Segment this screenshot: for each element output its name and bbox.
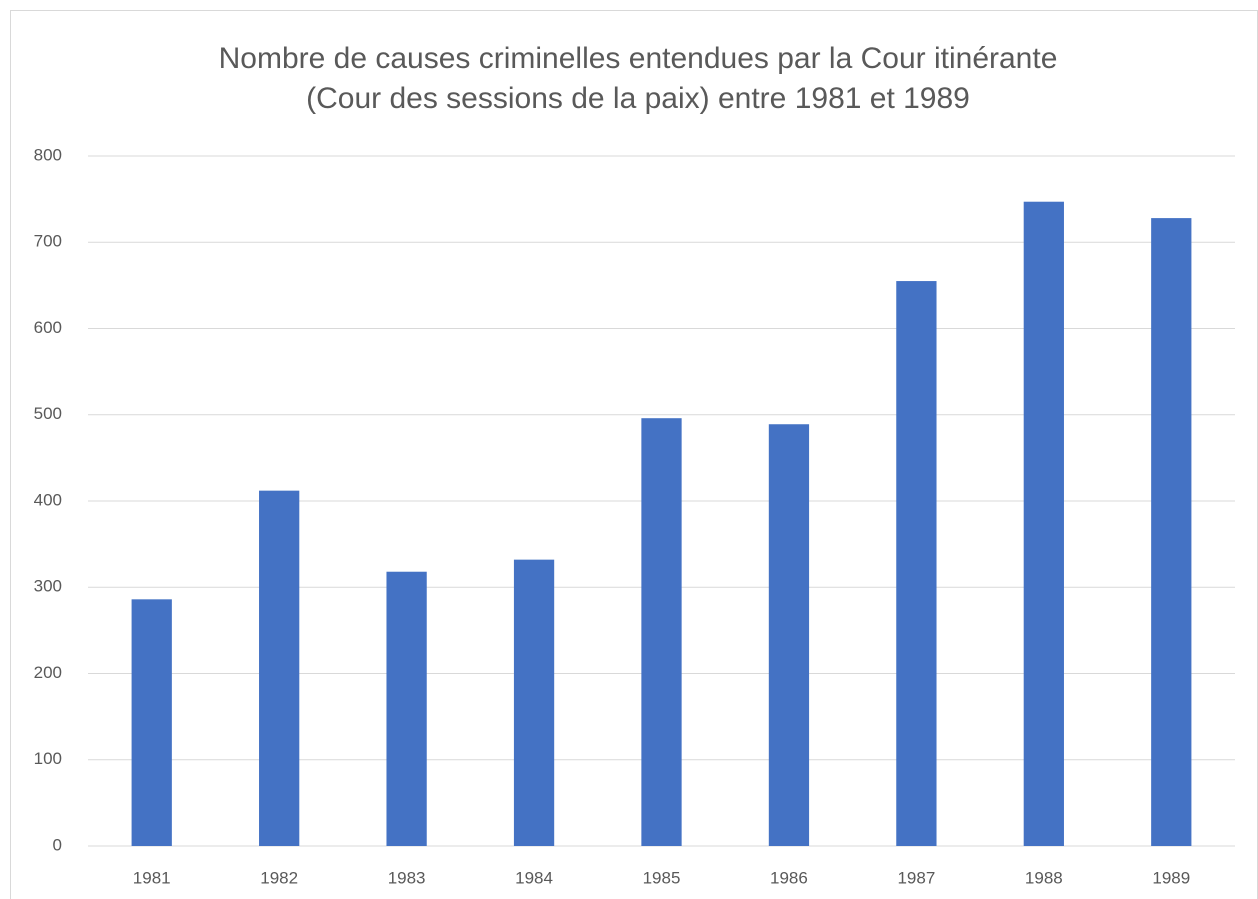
y-tick-label: 800 [34,145,62,164]
bar [896,281,937,846]
x-tick-label: 1984 [515,868,553,887]
bar [386,571,427,846]
x-tick-label: 1981 [133,868,171,887]
y-tick-label: 600 [34,318,62,337]
y-tick-label: 200 [34,663,62,682]
x-tick-label: 1986 [770,868,808,887]
bar [768,424,810,846]
y-tick-label: 100 [34,749,62,768]
x-tick-label: 1989 [1152,868,1190,887]
x-tick-label: 1983 [388,868,426,887]
y-tick-label: 400 [34,490,62,509]
chart-title: Nombre de causes criminelles entendues p… [219,42,1058,75]
bar [1023,201,1064,846]
x-tick-label: 1987 [897,868,935,887]
y-tick-label: 0 [53,835,62,854]
bar [259,490,300,846]
chart-title: (Cour des sessions de la paix) entre 198… [306,82,970,115]
y-tick-label: 500 [34,404,62,423]
y-tick-label: 700 [34,232,62,251]
bar [131,599,172,846]
bar [641,418,682,846]
bar [513,559,555,846]
x-tick-label: 1982 [260,868,298,887]
x-tick-label: 1988 [1025,868,1063,887]
chart-border [10,10,1258,899]
bar [1151,218,1192,847]
y-tick-label: 300 [34,577,62,596]
x-tick-label: 1985 [643,868,681,887]
